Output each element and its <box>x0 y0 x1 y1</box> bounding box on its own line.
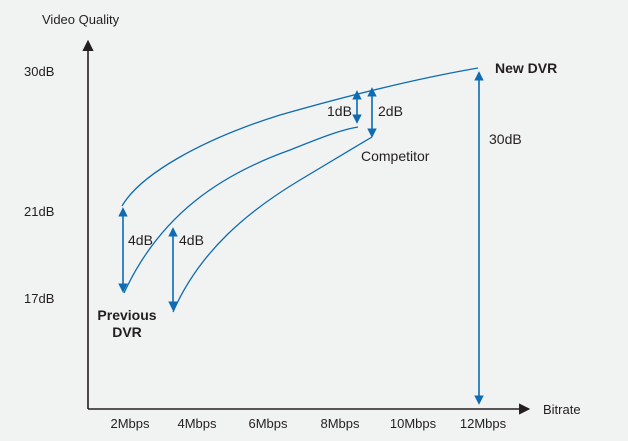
y-tick-label: 21dB <box>24 204 54 219</box>
new-dvr-curve <box>121 67 479 207</box>
annotation-4db-right: 4dB <box>179 232 204 248</box>
previous-dvr-label-line2: DVR <box>112 324 142 340</box>
new-dvr-label: New DVR <box>495 60 557 76</box>
x-tick-label: 10Mbps <box>390 416 437 431</box>
competitor-label: Competitor <box>361 148 430 164</box>
x-axis-label: Bitrate <box>543 402 581 417</box>
competitor-curve <box>123 126 359 294</box>
previous-dvr-curve <box>172 136 373 313</box>
y-axis-label: Video Quality <box>42 12 120 27</box>
annotation-1db: 1dB <box>327 103 352 119</box>
x-tick-label: 4Mbps <box>177 416 217 431</box>
previous-dvr-label-line1: Previous <box>97 307 156 323</box>
annotation-2db: 2dB <box>378 103 403 119</box>
x-tick-label: 2Mbps <box>110 416 150 431</box>
y-tick-label: 30dB <box>24 64 54 79</box>
x-tick-label: 12Mbps <box>460 416 507 431</box>
annotation-4db-left: 4dB <box>128 232 153 248</box>
x-tick-label: 8Mbps <box>320 416 360 431</box>
annotation-30db: 30dB <box>489 131 522 147</box>
y-tick-label: 17dB <box>24 291 54 306</box>
x-tick-label: 6Mbps <box>248 416 288 431</box>
